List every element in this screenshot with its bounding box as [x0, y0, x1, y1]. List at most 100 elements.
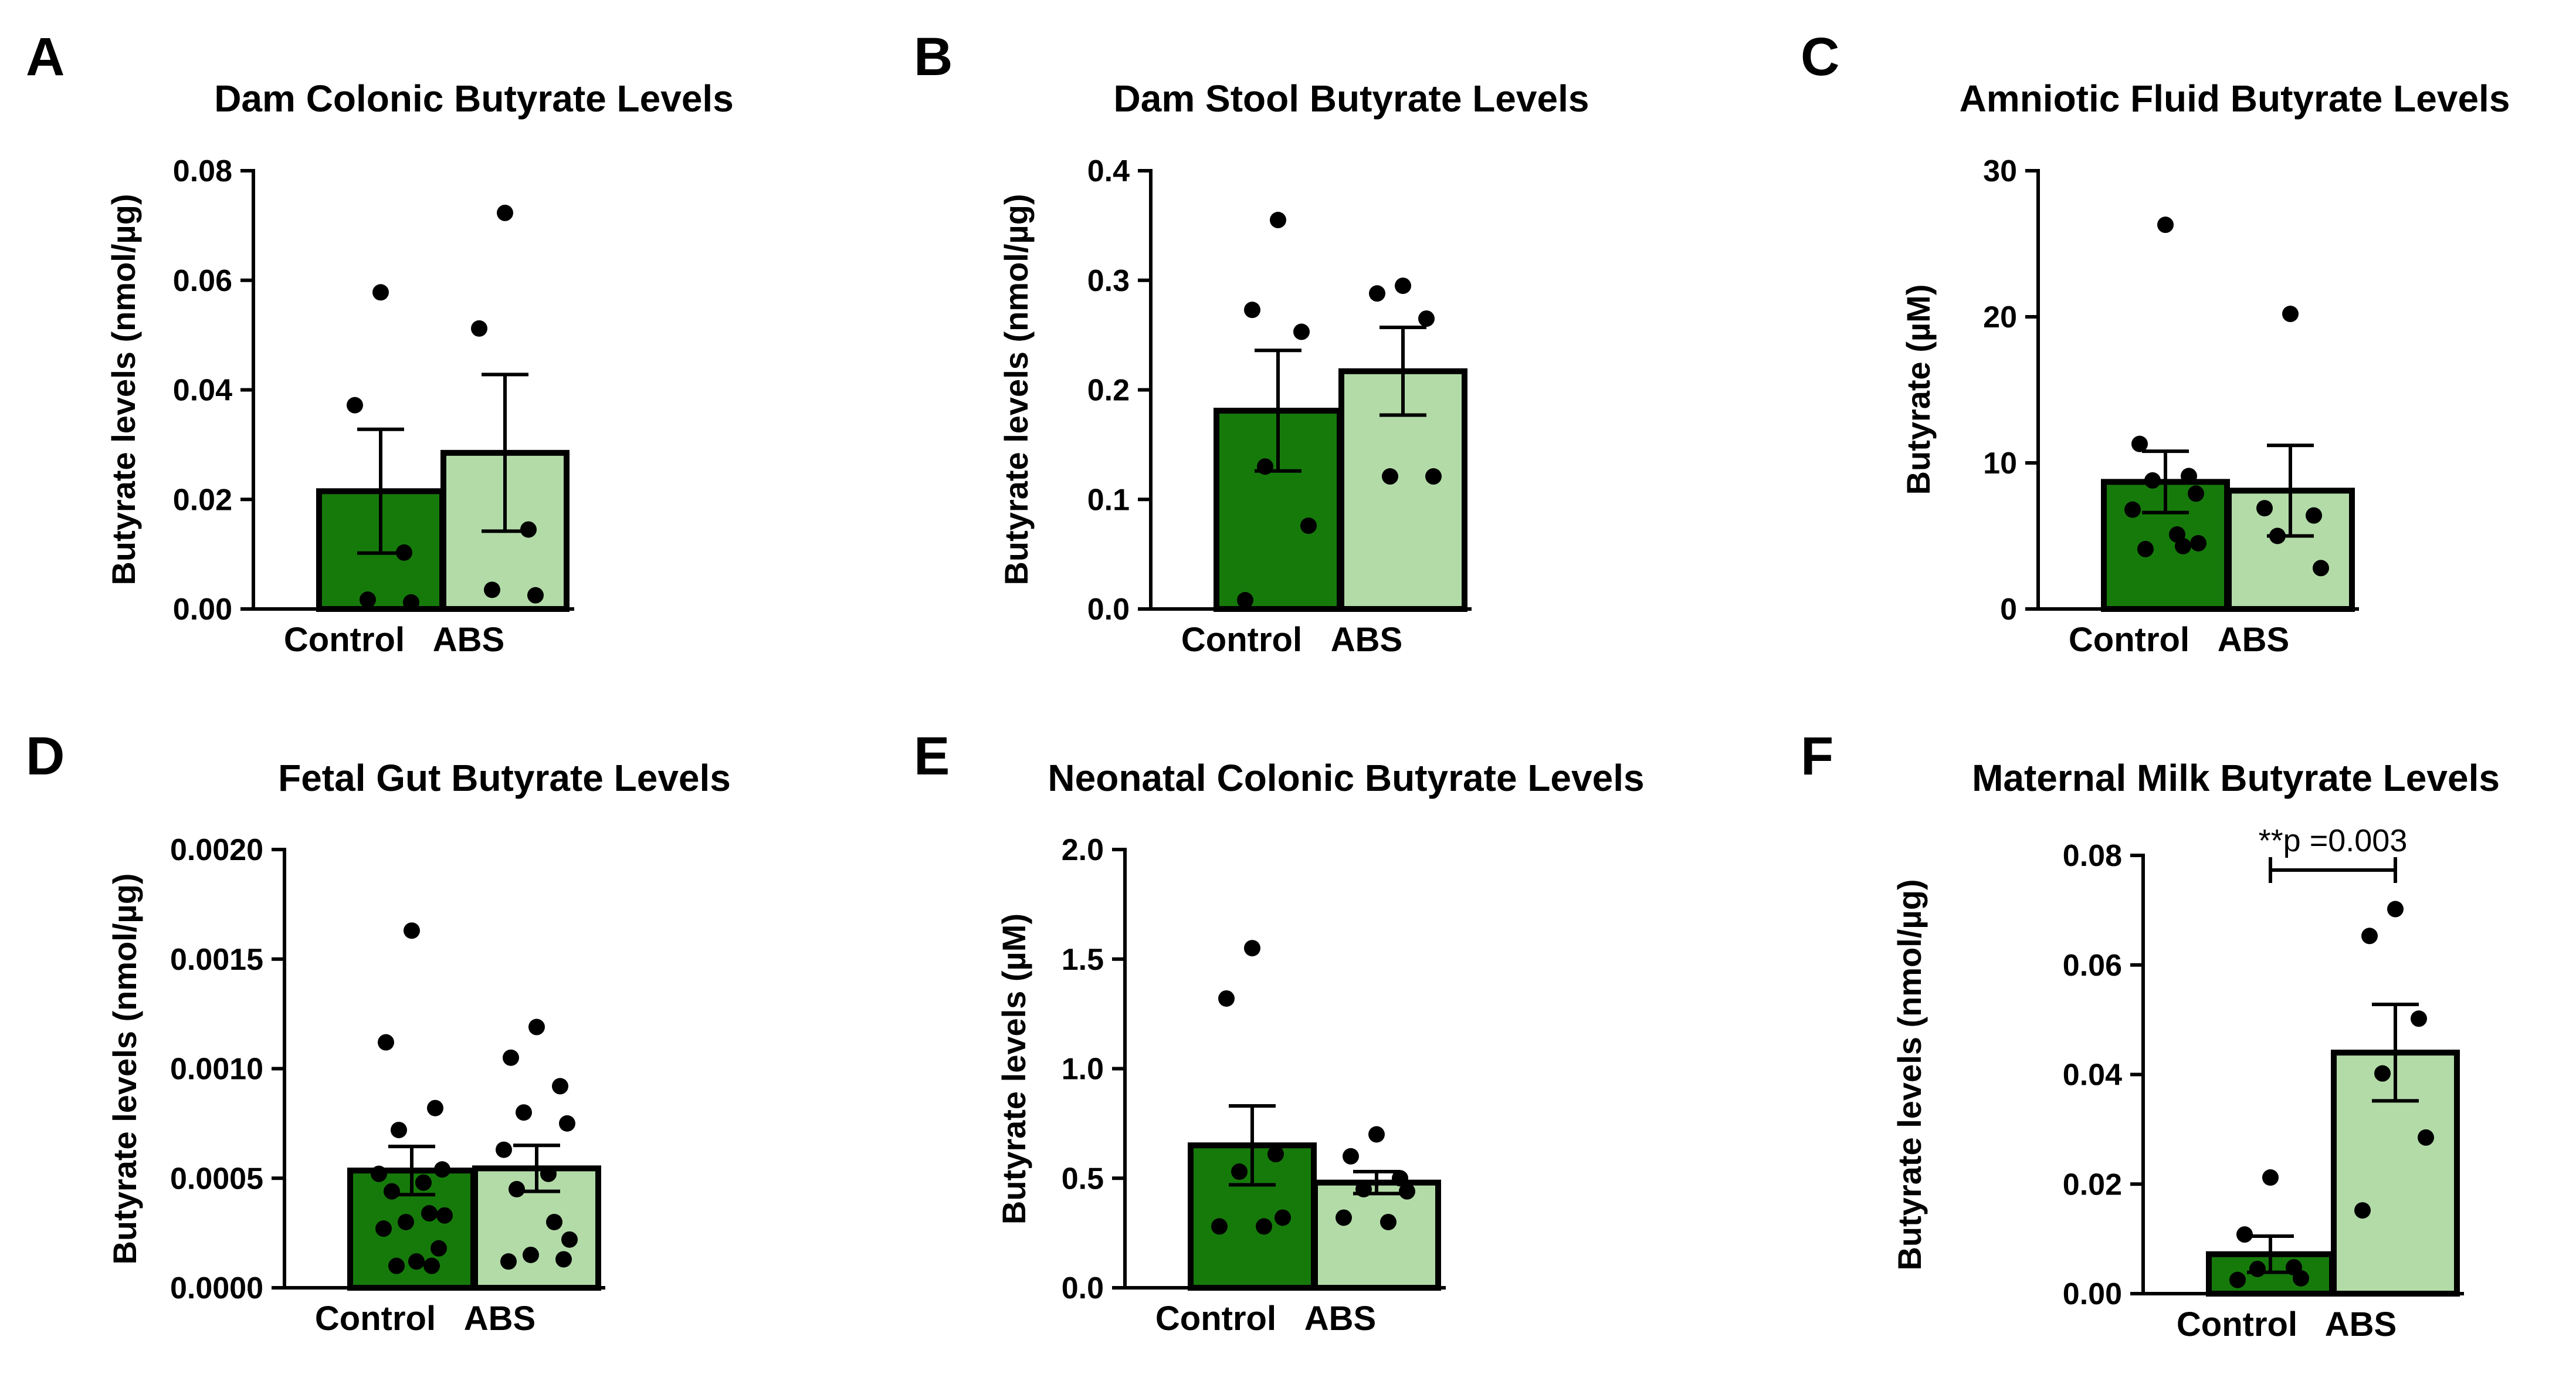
data-point	[561, 1231, 578, 1248]
y-tick-label: 2.0	[1062, 833, 1104, 867]
data-point	[528, 1018, 545, 1036]
y-tick-label: 20	[1983, 300, 2017, 334]
data-point	[423, 1257, 440, 1274]
y-tick-label: 1.0	[1062, 1053, 1104, 1087]
data-point	[403, 594, 419, 611]
panel-letter: C	[1801, 27, 1839, 87]
y-tick-label: 0.0010	[170, 1053, 263, 1087]
data-point	[516, 1104, 532, 1121]
data-point	[2229, 1271, 2246, 1288]
panel-letter: F	[1801, 726, 1833, 786]
chart-title: Dam Stool Butyrate Levels	[1114, 77, 1589, 120]
y-tick-label: 0.04	[2063, 1058, 2122, 1092]
data-point	[2374, 1065, 2391, 1082]
data-point	[471, 320, 487, 337]
y-axis-title: Butyrate levels (nmol/µg)	[106, 873, 143, 1264]
panel-b: B Dam Stool Butyrate Levels Butyrate level…	[914, 27, 1589, 659]
data-point	[1270, 212, 1286, 229]
data-point	[1395, 278, 1411, 295]
data-point	[2144, 472, 2161, 489]
data-point	[408, 1253, 425, 1270]
x-tick-label-control: Control	[1181, 621, 1302, 659]
data-point	[2181, 468, 2197, 485]
chart-title: Amniotic Fluid Butyrate Levels	[1960, 77, 2510, 120]
y-tick-label: 0	[2000, 593, 2017, 627]
data-point	[509, 1180, 525, 1197]
data-point	[2354, 1202, 2371, 1219]
data-point	[1218, 990, 1235, 1007]
data-point	[1275, 1209, 1291, 1226]
data-point	[2256, 500, 2273, 517]
data-point	[2124, 501, 2141, 518]
data-point	[2262, 1169, 2279, 1186]
chart-title: Dam Colonic Butyrate Levels	[214, 77, 734, 120]
x-tick-label-control: Control	[2069, 621, 2189, 659]
y-axis-title: Butyrate (µM)	[1900, 285, 1937, 495]
data-point	[552, 1078, 568, 1095]
y-tick-label: 10	[1983, 446, 2017, 480]
y-axis-title: Butyrate levels (nmol/µg)	[998, 194, 1035, 585]
y-tick-label: 0.02	[173, 483, 232, 517]
data-point	[404, 922, 420, 939]
data-point	[500, 1253, 517, 1270]
data-point	[555, 1251, 572, 1268]
data-point	[496, 1141, 512, 1158]
data-point	[421, 1205, 438, 1222]
panel-letter: D	[26, 726, 65, 786]
data-point	[1211, 1218, 1228, 1235]
panel-a: A Dam Colonic Butyrate Levels Butyrate lev…	[26, 27, 734, 659]
data-point	[1256, 1218, 1272, 1235]
data-point	[1368, 1126, 1385, 1143]
x-tick-label-abs: ABS	[433, 621, 504, 659]
y-axis-title: Butyrate levels (nmol/µg)	[105, 194, 142, 585]
y-tick-label: 0.00	[2063, 1277, 2122, 1311]
y-tick-label: 0.06	[2063, 949, 2122, 983]
y-tick-label: 0.08	[173, 154, 232, 188]
panel-letter: E	[914, 726, 950, 786]
data-point	[378, 1034, 394, 1051]
data-point	[2418, 1129, 2434, 1146]
data-point	[1355, 1180, 1372, 1197]
y-tick-label: 0.0000	[170, 1271, 263, 1305]
y-tick-label: 0.5	[1062, 1162, 1104, 1196]
x-tick-label-abs: ABS	[1331, 621, 1402, 659]
data-point	[1231, 1163, 1248, 1180]
data-point	[372, 284, 389, 301]
y-axis-title: Butyrate levels (nmol/µg)	[1891, 879, 1928, 1270]
data-point	[546, 1213, 562, 1230]
data-point	[1418, 310, 1435, 327]
panel-c: C Amniotic Fluid Butyrate Levels Butyrate …	[1801, 27, 2510, 659]
bar-abs	[472, 1165, 601, 1291]
y-tick-label: 0.2	[1087, 374, 1130, 408]
x-tick-label-abs: ABS	[464, 1300, 535, 1338]
data-point	[2361, 928, 2378, 945]
data-point	[1293, 323, 1310, 340]
data-point	[1343, 1148, 1359, 1165]
x-tick-label-control: Control	[284, 621, 405, 659]
y-tick-label: 0.4	[1087, 154, 1130, 188]
data-point	[2293, 1270, 2309, 1287]
data-point	[2188, 485, 2204, 502]
y-tick-label: 0.08	[2063, 839, 2122, 873]
chart-title: Fetal Gut Butyrate Levels	[278, 757, 731, 799]
y-axis-title: Butyrate levels (µM)	[995, 913, 1032, 1224]
data-point	[523, 1246, 539, 1263]
y-tick-label: 0.0	[1062, 1271, 1104, 1305]
data-point	[2282, 306, 2299, 323]
data-point	[431, 1240, 447, 1257]
data-point	[1380, 1213, 1397, 1230]
data-point	[2157, 216, 2174, 234]
y-tick-label: 1.5	[1062, 943, 1104, 977]
data-point	[1425, 468, 1442, 485]
y-tick-label: 0.0	[1087, 593, 1130, 627]
data-point	[2269, 527, 2286, 544]
chart-title: Maternal Milk Butyrate Levels	[1972, 757, 2500, 799]
data-point	[559, 1115, 575, 1132]
y-tick-label: 0.0005	[170, 1162, 263, 1196]
bar-abs	[1312, 1179, 1441, 1291]
data-point	[2131, 435, 2148, 452]
y-tick-label: 0.04	[173, 374, 232, 408]
data-point	[1237, 592, 1253, 609]
data-point	[2306, 507, 2322, 524]
data-point	[1244, 302, 1260, 319]
